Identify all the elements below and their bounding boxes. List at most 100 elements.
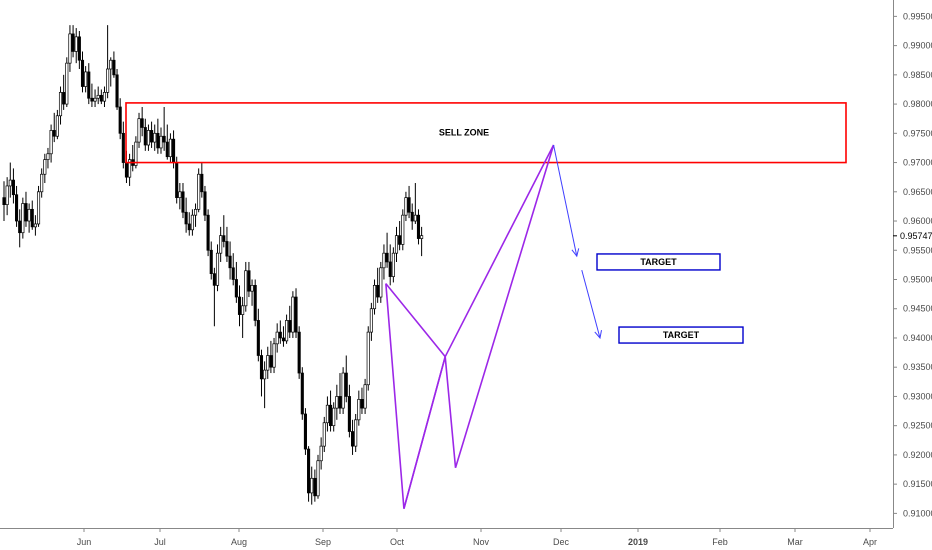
candle <box>156 118 160 154</box>
candle-body-down <box>24 203 28 222</box>
candle <box>388 244 392 286</box>
candle <box>269 340 273 374</box>
candle-body-down <box>99 94 103 102</box>
candle <box>193 203 198 227</box>
candle <box>181 183 185 219</box>
candle-body-down <box>253 284 257 321</box>
candle-body-down <box>269 355 273 368</box>
candle-body-down <box>237 296 242 315</box>
harmonic-pattern-leg <box>403 356 446 509</box>
candle-body-down <box>385 252 389 263</box>
candle <box>404 191 408 222</box>
candle-body-up <box>55 115 59 137</box>
candle <box>2 181 6 222</box>
candle <box>27 203 31 233</box>
candle-body-down <box>416 214 421 239</box>
candle-body-down <box>212 273 216 286</box>
candle-body-up <box>250 284 254 292</box>
candle-body-down <box>294 296 298 333</box>
candle-body-up <box>21 203 25 234</box>
candle <box>291 291 295 338</box>
candle <box>109 57 113 87</box>
candle <box>65 57 69 108</box>
candle-body-up <box>241 305 245 315</box>
candle-body-up <box>401 214 405 245</box>
candle <box>128 153 132 186</box>
candle-body-up <box>363 384 367 409</box>
candle <box>46 147 50 169</box>
candle-body-up <box>263 369 267 380</box>
candle <box>215 244 220 292</box>
candle <box>382 244 386 280</box>
candle-body-down <box>181 191 185 213</box>
candle-body-up <box>93 97 97 102</box>
candle-body-down <box>247 270 251 292</box>
target-label: TARGET <box>640 257 677 267</box>
candle-body-down <box>203 191 207 216</box>
candle <box>297 326 301 379</box>
candle-body-down <box>288 320 292 333</box>
candle <box>363 378 367 414</box>
candle <box>247 261 251 298</box>
candle <box>341 367 345 414</box>
x-tick-label: Oct <box>390 537 405 547</box>
candle-body-down <box>175 162 179 198</box>
candle <box>190 209 194 236</box>
candle-body-down <box>18 220 22 234</box>
candle-body-down <box>90 97 94 102</box>
candle-body-down <box>30 208 34 228</box>
candle <box>259 349 264 397</box>
candle <box>300 367 304 420</box>
candle-body-up <box>394 235 399 254</box>
candle-body-up <box>49 130 53 155</box>
candle <box>275 323 279 353</box>
candle-body-up <box>341 372 345 409</box>
candle <box>87 63 91 105</box>
candle <box>143 118 147 151</box>
candle-body-up <box>285 320 289 342</box>
candle <box>285 314 289 344</box>
candle <box>316 454 320 499</box>
candle <box>278 320 282 344</box>
candle <box>379 261 383 303</box>
candle <box>272 337 276 374</box>
candle-body-up <box>316 460 320 497</box>
candle-body-up <box>322 422 326 447</box>
candle <box>376 267 380 303</box>
candle <box>8 162 12 198</box>
candle <box>313 469 317 502</box>
candle-body-down <box>344 372 348 397</box>
candle-body-down <box>329 404 333 427</box>
candle <box>244 261 248 312</box>
candle-body-up <box>5 185 9 206</box>
candle-body-down <box>87 71 91 99</box>
candle <box>332 402 336 432</box>
candle <box>307 446 311 502</box>
candle-body-up <box>319 445 323 462</box>
candle-body-down <box>225 241 229 257</box>
candle-body-up <box>332 407 336 427</box>
candle <box>206 209 210 257</box>
candle-body-down <box>115 74 119 108</box>
candle <box>96 86 100 105</box>
candle <box>294 288 298 338</box>
candle-body-down <box>278 331 282 339</box>
candle-body-down <box>62 92 66 105</box>
candle <box>263 361 267 409</box>
candle <box>118 98 122 140</box>
candle-body-down <box>118 106 122 134</box>
candle <box>369 302 373 341</box>
candle-body-down <box>281 337 286 342</box>
candle <box>84 66 88 93</box>
candle <box>219 226 223 262</box>
candle-body-down <box>206 214 210 251</box>
candle <box>357 390 361 426</box>
sell-zone-box <box>125 102 847 164</box>
